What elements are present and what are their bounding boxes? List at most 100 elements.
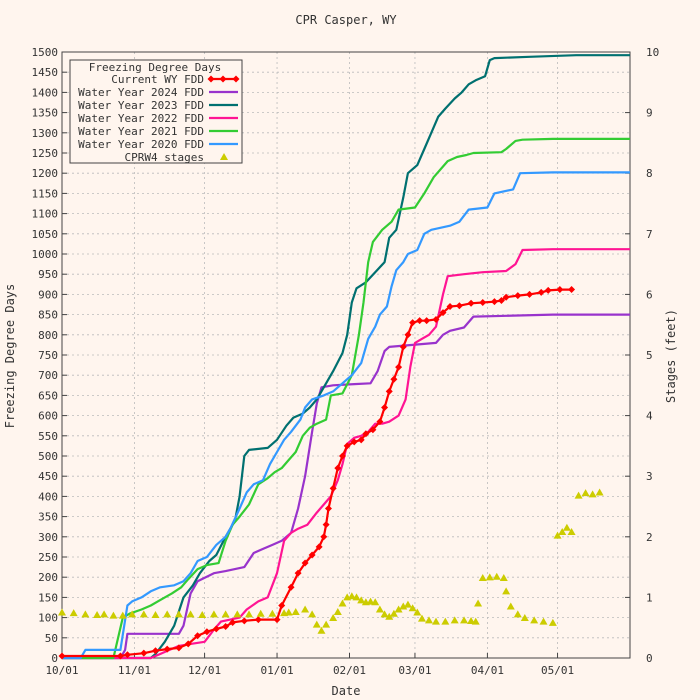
- y2-axis: 0 1 2 3 4 5 6 7 8 9 10: [625, 46, 659, 665]
- series-line-current-wy-fdd: [62, 288, 572, 658]
- legend: Freezing Degree Days Current WY FDDWater…: [69, 59, 243, 164]
- y-tick-label: 1350: [32, 107, 59, 120]
- data-point: [385, 387, 393, 395]
- chart-title: CPR Casper, WY: [295, 13, 397, 27]
- legend-label: CPRW4 stages: [125, 151, 204, 164]
- stage-point: [347, 592, 356, 600]
- stage-point: [139, 610, 148, 618]
- stage-point: [308, 610, 317, 618]
- stage-point: [431, 617, 440, 625]
- stage-point: [499, 574, 508, 582]
- data-point: [254, 616, 262, 624]
- x-tick-label: 10/01: [45, 664, 78, 677]
- stage-point: [581, 489, 590, 497]
- stage-point: [69, 609, 78, 617]
- stage-point: [81, 610, 90, 618]
- data-point: [432, 315, 440, 323]
- y2-tick-label: 4: [646, 410, 653, 423]
- y-tick-label: 1500: [32, 46, 59, 59]
- x-tick-label: 05/01: [541, 664, 574, 677]
- stage-point: [221, 610, 230, 618]
- y-tick-label: 300: [38, 531, 58, 544]
- data-point: [399, 343, 407, 351]
- data-point: [184, 640, 192, 648]
- data-point: [322, 521, 330, 529]
- stage-point: [506, 602, 515, 610]
- x-tick-label: 03/01: [398, 664, 431, 677]
- y-tick-label: 1100: [32, 208, 59, 221]
- stage-point: [93, 610, 102, 618]
- y-tick-label: 250: [38, 551, 58, 564]
- stage-point: [413, 608, 422, 616]
- data-point: [294, 569, 302, 577]
- stage-point: [58, 608, 66, 616]
- data-point: [467, 299, 475, 307]
- legend-marker: [219, 75, 227, 83]
- stage-point: [558, 527, 567, 535]
- data-point: [329, 484, 337, 492]
- data-point: [525, 290, 533, 298]
- y-tick-label: 1150: [32, 187, 59, 200]
- stage-point: [424, 616, 433, 624]
- data-point: [409, 319, 417, 327]
- data-point: [537, 288, 545, 296]
- data-point: [240, 617, 248, 625]
- stage-point: [291, 607, 300, 615]
- stage-point: [118, 611, 127, 619]
- series-layer: [58, 54, 630, 660]
- data-point: [568, 286, 576, 294]
- stage-point: [389, 609, 398, 617]
- y-tick-label: 1400: [32, 86, 59, 99]
- legend-label: Current WY FDD: [111, 73, 204, 86]
- x-axis-label: Date: [332, 684, 361, 698]
- data-point: [502, 293, 510, 301]
- y2-tick-label: 3: [646, 470, 653, 483]
- data-point: [423, 317, 431, 325]
- stage-point: [357, 596, 366, 604]
- data-point: [315, 543, 323, 551]
- stage-point: [539, 617, 548, 625]
- stage-point: [233, 610, 242, 618]
- stage-point: [530, 616, 539, 624]
- x-tick-label: 11/01: [118, 664, 151, 677]
- y-tick-label: 800: [38, 329, 58, 342]
- y-tick-label: 50: [45, 632, 58, 645]
- stage-point: [485, 573, 494, 581]
- data-point: [350, 438, 358, 446]
- data-point: [308, 551, 316, 559]
- stage-point: [417, 614, 426, 622]
- stage-point: [186, 610, 195, 618]
- y-tick-label: 1000: [32, 248, 59, 261]
- data-point: [175, 644, 183, 652]
- x-tick-label: 12/01: [188, 664, 221, 677]
- data-point: [343, 442, 351, 450]
- stage-point: [385, 612, 394, 620]
- x-tick-label: 04/01: [471, 664, 504, 677]
- stage-point: [268, 609, 277, 617]
- series-line-water-year-2022-fdd: [62, 248, 630, 660]
- data-point: [446, 303, 454, 311]
- y2-tick-label: 10: [646, 46, 659, 59]
- stage-point: [375, 605, 384, 613]
- stage-point: [301, 605, 310, 613]
- y-tick-label: 900: [38, 288, 58, 301]
- y2-tick-label: 2: [646, 531, 653, 544]
- y-tick-label: 600: [38, 410, 58, 423]
- stage-point: [471, 617, 480, 625]
- y-tick-label: 1450: [32, 66, 59, 79]
- data-point: [203, 628, 211, 636]
- y2-axis-label: Stages (feet): [664, 309, 678, 403]
- data-point: [320, 533, 328, 541]
- stage-point: [450, 616, 459, 624]
- data-point: [116, 652, 124, 660]
- y2-tick-label: 9: [646, 107, 653, 120]
- series-current-wy-fdd: [58, 286, 576, 660]
- series-water-year-2024-fdd: [62, 313, 630, 660]
- y-tick-label: 1200: [32, 167, 59, 180]
- stage-point: [553, 531, 562, 539]
- data-point: [278, 601, 286, 609]
- stage-point: [198, 610, 207, 618]
- stage-point: [567, 527, 576, 535]
- y-tick-label: 950: [38, 268, 58, 281]
